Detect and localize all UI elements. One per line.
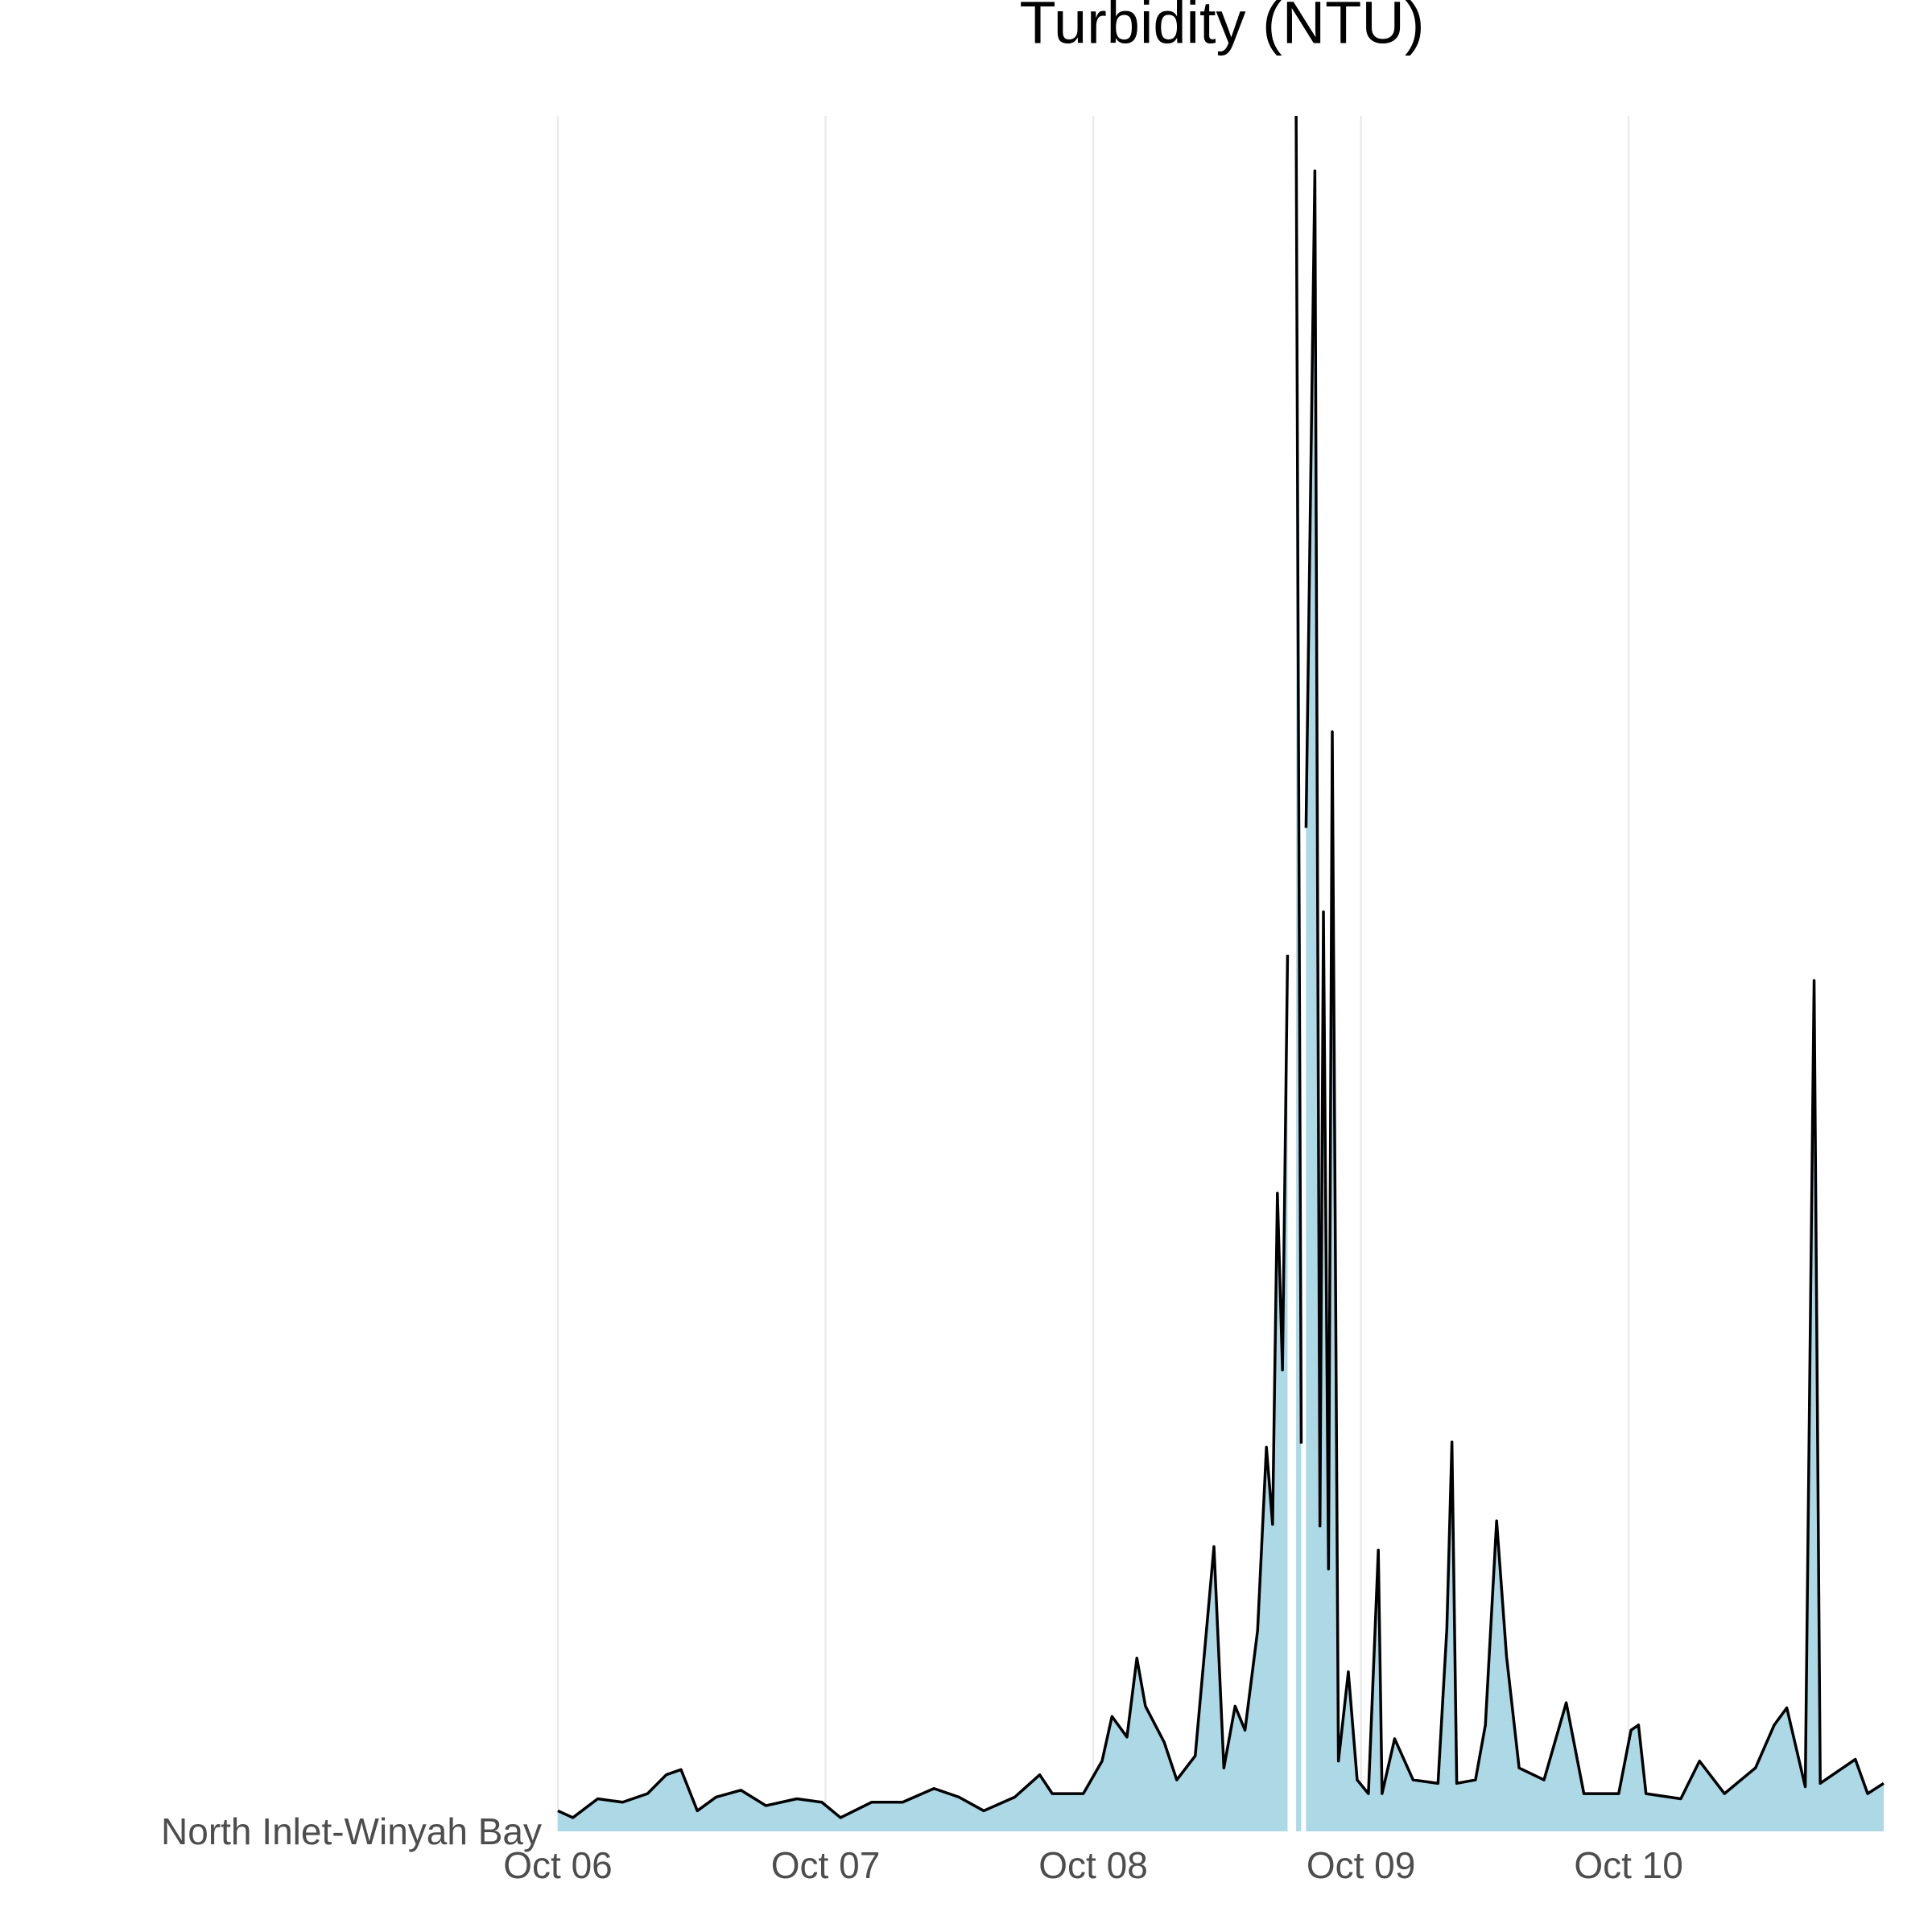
y-category-label: North Inlet-Winyah Bay — [161, 1810, 542, 1852]
area — [558, 116, 1884, 1831]
x-tick-label: Oct 09 — [1307, 1844, 1416, 1886]
line — [557, 115, 1885, 1819]
x-tick-label: Oct 06 — [503, 1844, 613, 1886]
x-tick-label: Oct 10 — [1574, 1844, 1683, 1886]
x-tick-label: Oct 07 — [771, 1844, 881, 1886]
x-tick-label: Oct 08 — [1038, 1844, 1148, 1886]
chart-title: Turbidity (NTU) — [1020, 0, 1425, 56]
